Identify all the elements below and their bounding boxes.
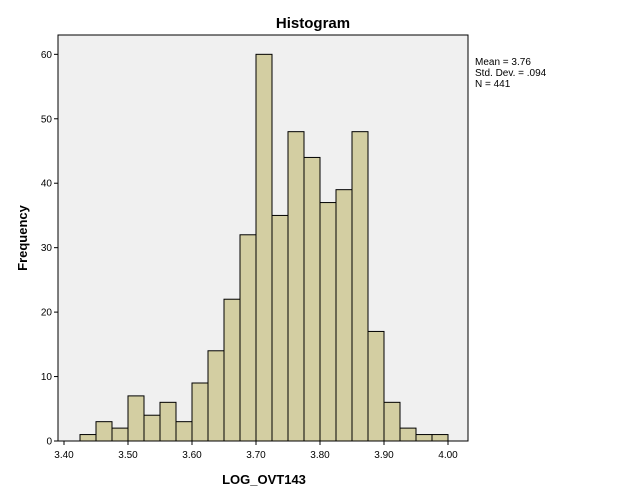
x-axis-label: LOG_OVT143 — [222, 472, 306, 487]
histogram-bar-6 — [175, 421, 193, 442]
stat-std-dev: Std. Dev. = .094 — [475, 68, 547, 79]
y-tick-label-5: 50 — [41, 114, 53, 125]
histogram-bar-14 — [303, 156, 321, 442]
histogram-bar-18 — [367, 330, 385, 442]
y-tick-label-3: 30 — [41, 243, 53, 254]
histogram-bar-17 — [351, 131, 369, 442]
x-tick-label-4: 3.80 — [310, 450, 330, 461]
y-tick-label-2: 20 — [41, 308, 53, 319]
stat-n: N = 441 — [475, 79, 511, 90]
histogram-bar-1 — [95, 421, 113, 442]
y-axis-label: Frequency — [15, 204, 30, 271]
summary-stats: Mean = 3.76 Std. Dev. = .094 N = 441 — [475, 57, 546, 90]
histogram-bar-2 — [111, 427, 129, 442]
y-tick-label-4: 40 — [41, 179, 53, 190]
x-tick-label-6: 4.00 — [438, 450, 458, 461]
histogram-bar-11 — [255, 53, 273, 442]
histogram-bar-0 — [79, 434, 97, 442]
histogram-bar-9 — [223, 298, 241, 442]
histogram-bar-5 — [159, 401, 177, 442]
histogram-bar-20 — [399, 427, 417, 442]
x-tick-label-1: 3.50 — [118, 450, 138, 461]
x-tick-label-2: 3.60 — [182, 450, 202, 461]
histogram-bar-7 — [191, 382, 209, 442]
histogram-bar-8 — [207, 350, 225, 442]
histogram-bar-10 — [239, 234, 257, 442]
histogram-bars — [79, 53, 449, 442]
axes: 0 10 20 30 40 50 60 3.40 3.50 3.60 3.70 3.80 3.90 4.0… — [41, 50, 458, 461]
histogram-bar-21 — [415, 434, 433, 442]
y-tick-label-6: 60 — [41, 50, 53, 61]
x-tick-label-5: 3.90 — [374, 450, 394, 461]
histogram-bar-22 — [431, 434, 449, 442]
histogram-bar-16 — [335, 189, 353, 442]
y-tick-label-0: 0 — [46, 437, 52, 448]
histogram-bar-3 — [127, 395, 145, 442]
stat-mean: Mean = 3.76 — [475, 57, 531, 68]
y-tick-label-1: 10 — [41, 372, 53, 383]
x-tick-label-0: 3.40 — [54, 450, 74, 461]
x-tick-label-3: 3.70 — [246, 450, 266, 461]
histogram-bar-19 — [383, 401, 401, 442]
histogram-bar-15 — [319, 202, 337, 442]
chart-title: Histogram — [276, 15, 350, 32]
histogram-bar-13 — [287, 131, 305, 442]
histogram-bar-4 — [143, 414, 161, 442]
histogram-bar-12 — [271, 214, 289, 442]
